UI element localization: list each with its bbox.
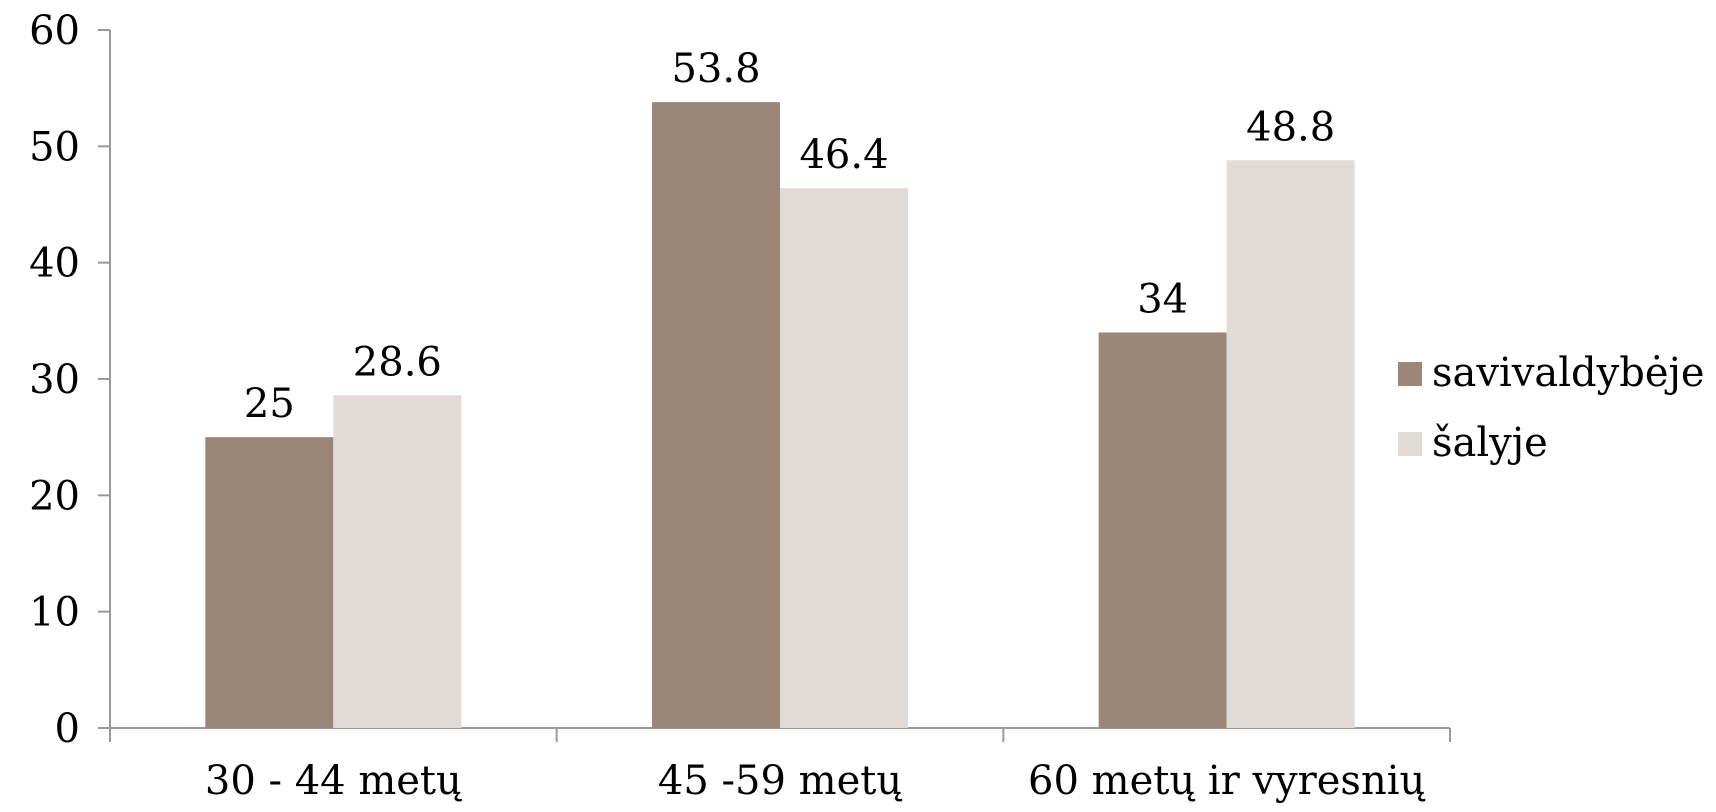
plot-area: 0 10 20 30 40 50 60 25 28.6 30 - 44 metų 53.8 46.4 4… — [29, 8, 1451, 804]
legend-label: savivaldybėje — [1432, 350, 1705, 396]
legend-label: šalyje — [1432, 420, 1548, 466]
data-label: 48.8 — [1246, 104, 1335, 150]
data-label: 28.6 — [353, 339, 442, 385]
legend-swatch — [1398, 432, 1422, 456]
bar — [780, 188, 908, 729]
data-label: 25 — [244, 381, 295, 427]
data-label: 34 — [1137, 276, 1188, 322]
y-tick-label: 30 — [29, 357, 80, 403]
bar — [1226, 160, 1355, 728]
y-tick-label: 50 — [29, 124, 80, 170]
y-tick-label: 20 — [29, 473, 80, 519]
legend: savivaldybėje šalyje — [1398, 350, 1705, 466]
y-tick-label: 10 — [29, 590, 80, 636]
x-category-label: 60 metų ir vyresnių — [1028, 758, 1425, 804]
y-tick-label: 0 — [55, 706, 80, 752]
bar — [205, 437, 334, 728]
data-label: 46.4 — [799, 132, 888, 178]
x-category-label: 30 - 44 metų — [205, 758, 462, 804]
y-tick-label: 40 — [29, 241, 80, 287]
x-category-label: 45 -59 metų — [658, 758, 902, 804]
bar — [1098, 332, 1227, 728]
bar — [333, 395, 462, 728]
y-tick-label: 60 — [29, 8, 80, 54]
bar — [652, 102, 780, 729]
data-label: 53.8 — [671, 46, 760, 92]
legend-swatch — [1398, 362, 1422, 386]
